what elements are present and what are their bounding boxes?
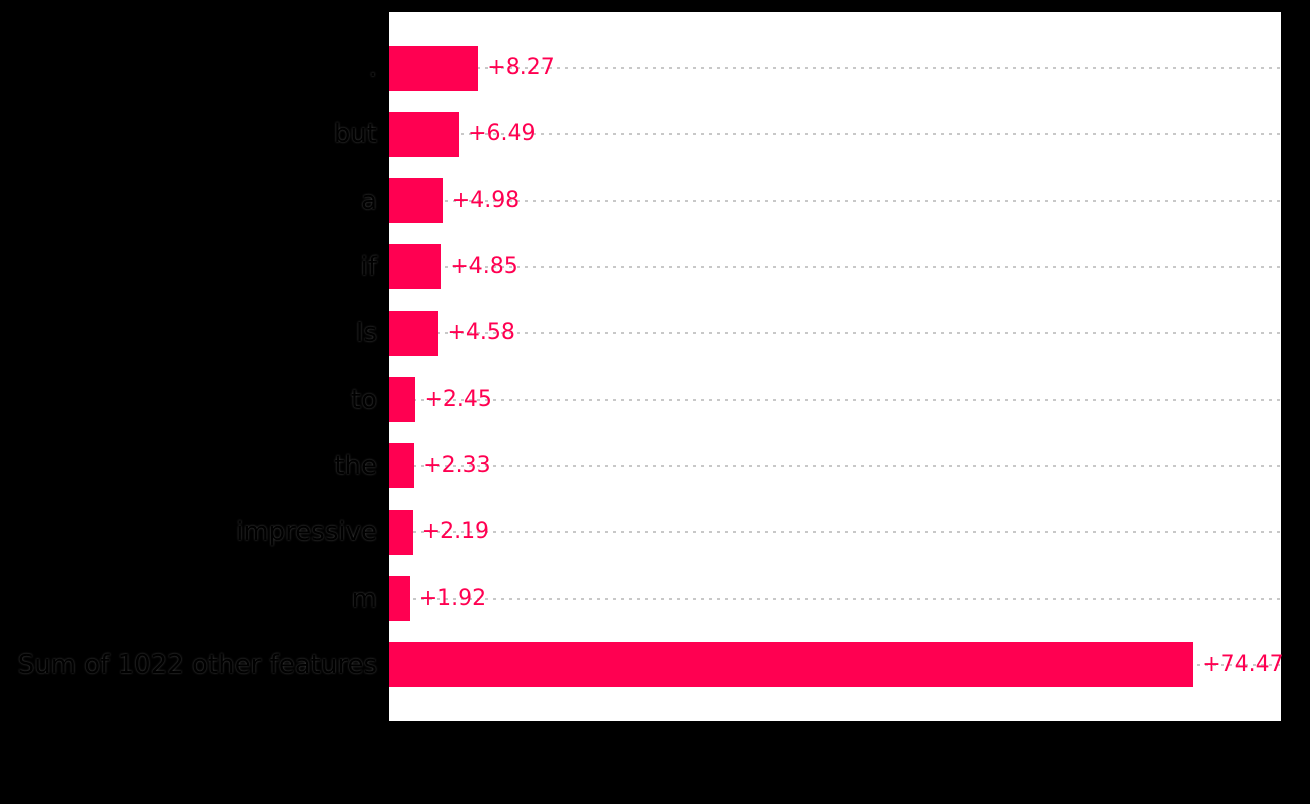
- gridline: [389, 531, 1281, 534]
- value-label: +74.47: [1202, 651, 1284, 677]
- bar: [389, 45, 479, 91]
- bar: [389, 377, 416, 423]
- bottom-margin-band: [0, 723, 1310, 804]
- ytick-label: the: [334, 450, 377, 481]
- value-label: +1.92: [418, 585, 487, 611]
- value-label: +4.85: [450, 253, 518, 279]
- bar: [389, 443, 415, 489]
- bar: [389, 642, 1194, 688]
- gridline: [389, 464, 1281, 467]
- value-label: +4.58: [447, 320, 515, 346]
- gridline: [389, 398, 1281, 401]
- bar: [389, 310, 439, 356]
- gridline: [389, 265, 1281, 268]
- ytick-label: to: [350, 384, 377, 415]
- value-label: +4.98: [451, 187, 520, 213]
- value-label: +2.45: [424, 386, 492, 412]
- plot-area: +8.27 +6.49 +4.98 +4.85 +4.58 +2.45 +2.33 +2.19…: [387, 12, 1284, 723]
- value-label: +2.33: [423, 452, 491, 478]
- bar: [389, 244, 442, 290]
- gridline: [389, 332, 1281, 335]
- value-label: +6.49: [468, 121, 536, 147]
- bar: [389, 111, 460, 157]
- ytick-label: Is: [355, 318, 377, 349]
- bar: [389, 509, 413, 555]
- ytick-label: a: [361, 185, 377, 216]
- gridline: [389, 597, 1281, 600]
- ytick-label: .: [368, 53, 377, 83]
- ytick-label: m: [351, 583, 377, 614]
- ytick-label: impressive: [236, 517, 377, 548]
- bar: [389, 178, 443, 224]
- value-label: +8.27: [487, 55, 555, 80]
- gridline: [389, 67, 1281, 69]
- ytick-label: but: [333, 119, 377, 150]
- value-label: +2.19: [421, 519, 490, 545]
- gridline: [389, 199, 1281, 202]
- bar: [389, 576, 410, 622]
- ytick-label: Sum of 1022 other features: [17, 649, 377, 680]
- ytick-label: if: [360, 251, 377, 282]
- gridline: [389, 133, 1281, 136]
